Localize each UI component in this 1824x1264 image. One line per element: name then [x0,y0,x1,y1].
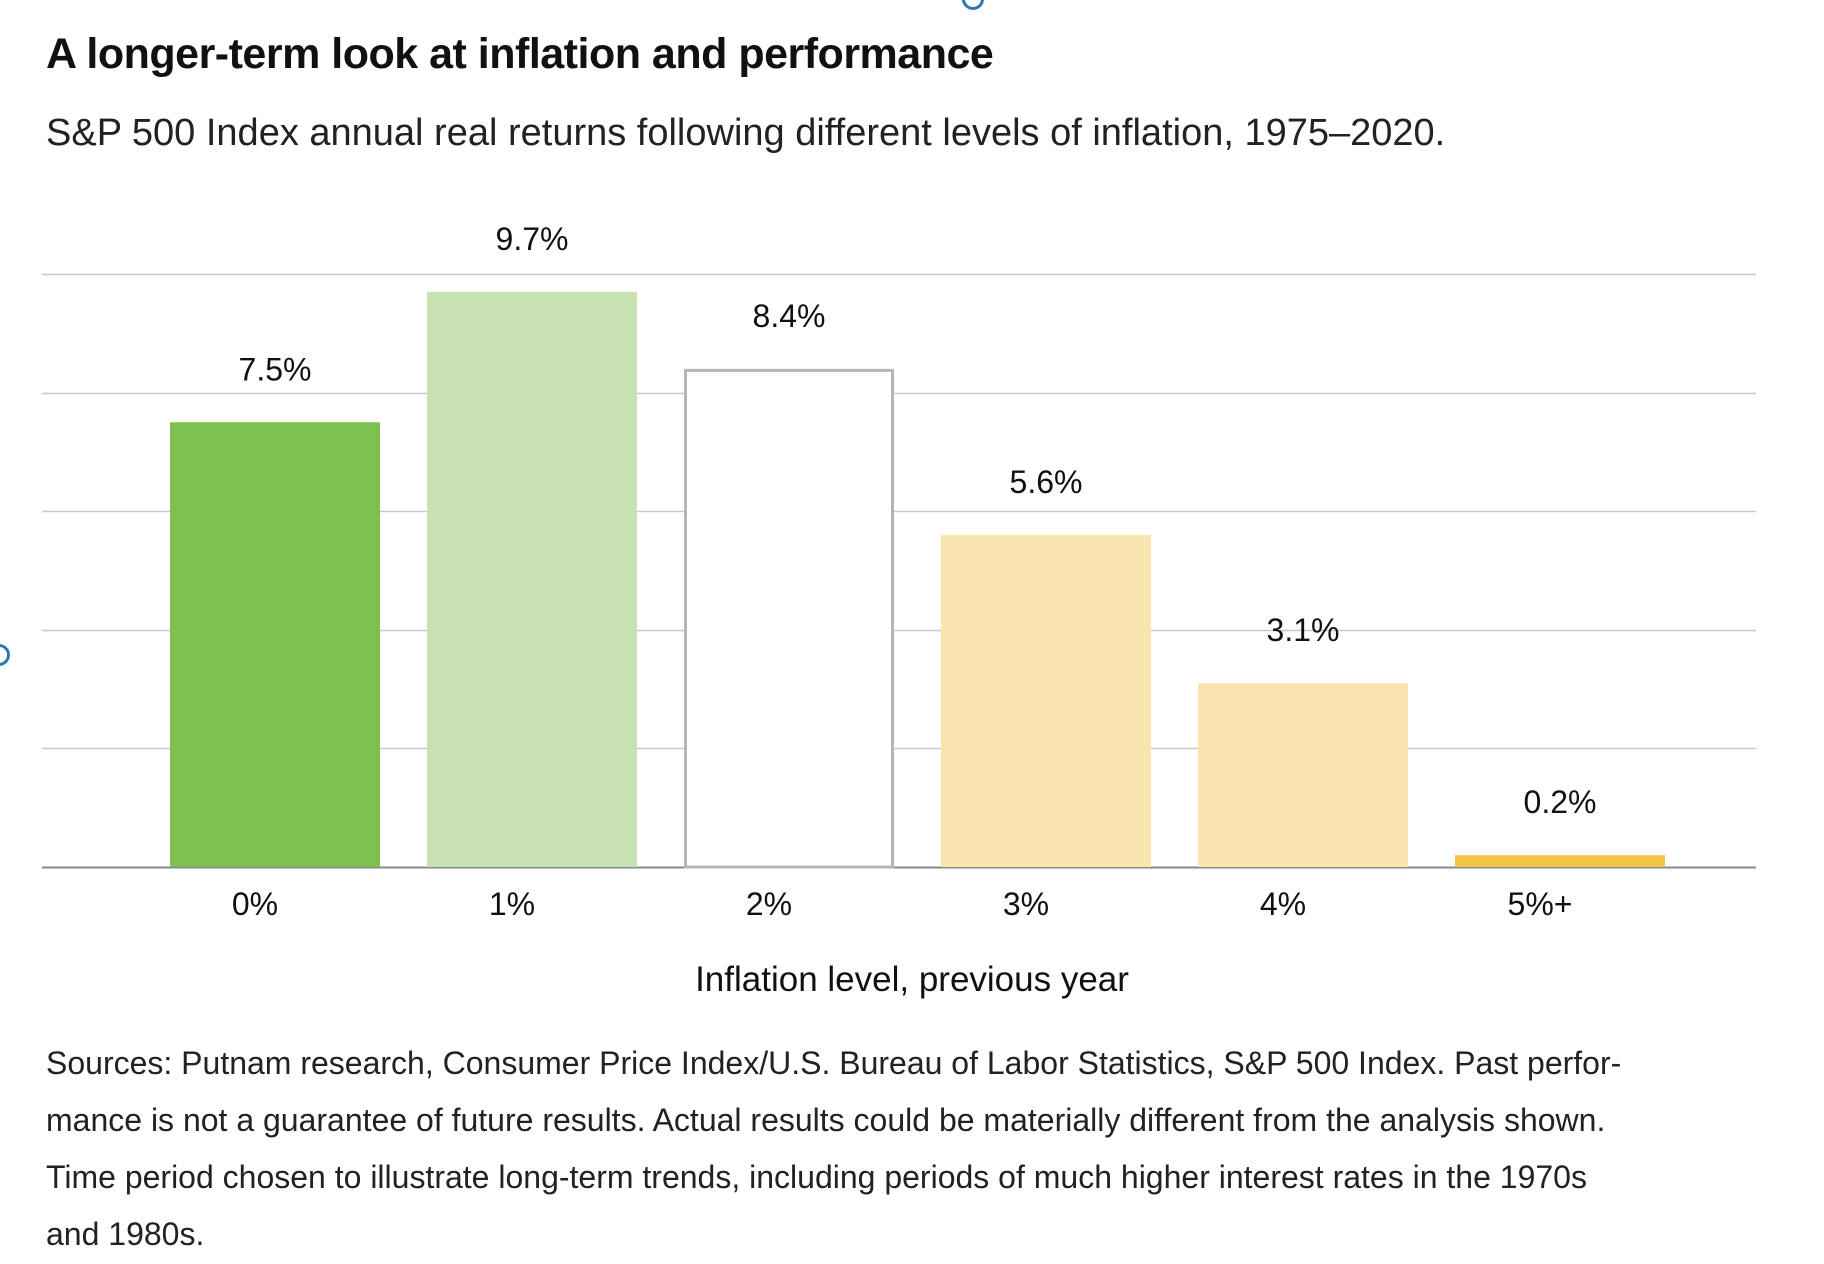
x-tick-label-0%: 0% [232,886,278,922]
bar-0% [170,422,380,867]
data-label-2%: 8.4% [753,298,826,334]
sources-line-1: Sources: Putnam research, Consumer Price… [46,1045,1622,1081]
sources-note: Sources: Putnam research, Consumer Price… [46,1035,1786,1263]
x-tick-label-2%: 2% [746,886,792,922]
x-tick-label-1%: 1% [489,886,535,922]
data-label-4%: 3.1% [1267,612,1340,648]
data-labels: 7.5% 9.7% 8.4% 5.6% 3.1% 0.2% [239,221,1597,820]
x-axis-title-text: Inflation level, previous year [695,960,1129,999]
chart-subtitle: S&P 500 Index annual real returns follow… [46,112,1446,154]
bar-2% [684,368,894,869]
x-tick-label-5%+: 5%+ [1508,886,1573,922]
bar-5%+ [1455,855,1665,867]
x-tick-label-3%: 3% [1003,886,1049,922]
data-label-0%: 7.5% [239,351,312,387]
bar-4% [1198,683,1408,867]
data-label-5%+: 0.2% [1524,784,1597,820]
data-label-1%: 9.7% [496,221,569,257]
x-axis-title: Inflation level, previous year [0,960,1824,1000]
gridlines [42,273,1756,869]
data-label-3%: 5.6% [1010,464,1083,500]
chart-title: A longer-term look at inflation and perf… [46,30,994,78]
sources-line-2: mance is not a guarantee of future resul… [46,1102,1606,1138]
bar-3% [941,534,1151,867]
bar-1% [427,291,637,867]
x-tick-label-4%: 4% [1260,886,1306,922]
x-tick-labels: 0% 1% 2% 3% 4% 5%+ [232,886,1573,922]
bars [170,291,1665,869]
sources-line-3: Time period chosen to illustrate long-te… [46,1159,1587,1195]
sources-line-4: and 1980s. [46,1216,205,1252]
